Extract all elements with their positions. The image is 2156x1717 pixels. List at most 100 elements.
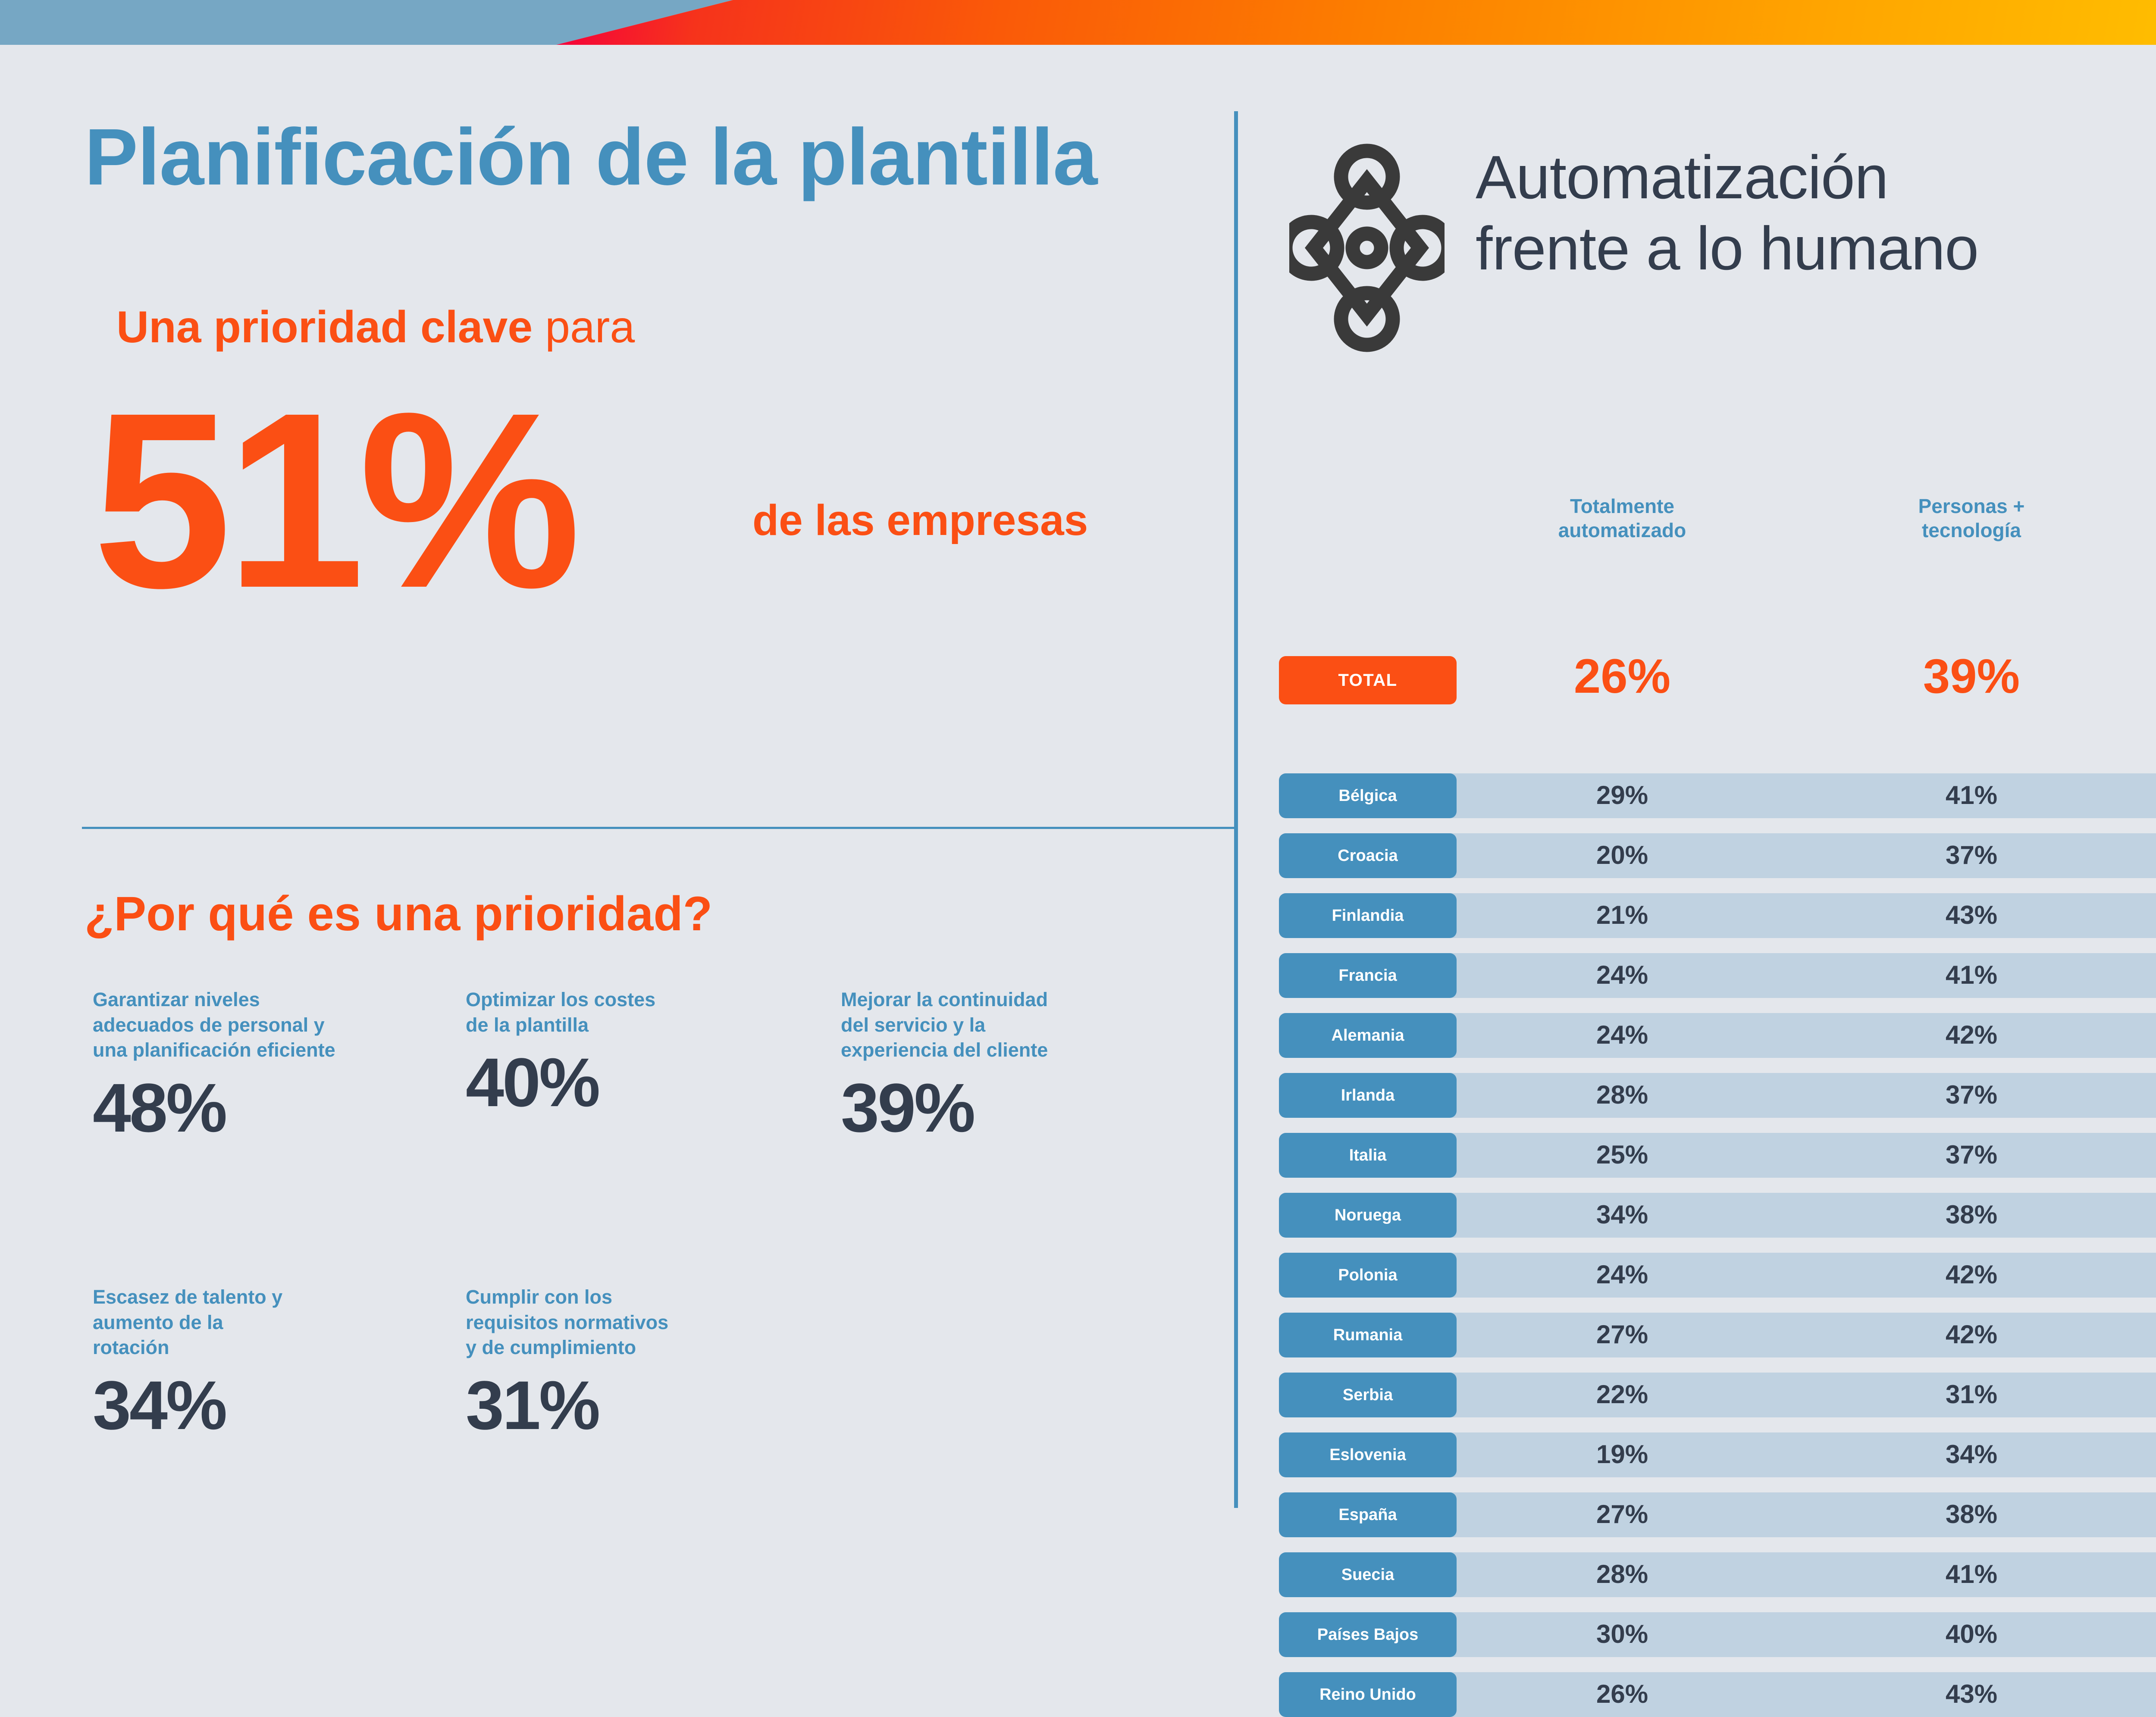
- country-label-badge[interactable]: Irlanda: [1279, 1073, 1457, 1118]
- country-label-badge[interactable]: Bélgica: [1279, 773, 1457, 818]
- table-row[interactable]: Irlanda 28% 37% 35%: [1234, 1073, 2156, 1118]
- table-row[interactable]: Eslovenia 19% 34% 48%: [1234, 1432, 2156, 1477]
- country-label-badge[interactable]: Reino Unido: [1279, 1672, 1457, 1717]
- country-label-badge[interactable]: Italia: [1279, 1133, 1457, 1178]
- total-value-fully-human: 35%: [2127, 648, 2156, 704]
- priority-line: Una prioridad clave para: [116, 302, 635, 353]
- table-row-stripe: [1338, 1432, 2156, 1477]
- column-header-fully-automated: Totalmente automatizado: [1558, 495, 1686, 542]
- column-header-people-plus-tech: Personas + tecnología: [1918, 495, 2025, 542]
- table-row[interactable]: Francia 24% 41% 35%: [1234, 953, 2156, 998]
- reason-card: Garantizar niveles adecuados de personal…: [93, 987, 433, 1142]
- table-row[interactable]: Italia 25% 37% 38%: [1234, 1133, 2156, 1178]
- priority-rest-text: para: [533, 302, 635, 352]
- reason-card: Cumplir con los requisitos normativos y …: [466, 1285, 806, 1440]
- table-cell: 21%: [1596, 901, 1648, 929]
- table-row[interactable]: Finlandia 21% 43% 36%: [1234, 893, 2156, 938]
- table-cell: 38%: [1945, 1500, 1998, 1529]
- table-cell: 20%: [1596, 841, 1648, 869]
- priority-strong-text: Una prioridad clave: [116, 302, 533, 352]
- table-cell: 30%: [2127, 1619, 2156, 1649]
- table-cell: 37%: [1945, 1080, 1998, 1109]
- table-row[interactable]: Noruega 34% 38% 29%: [1234, 1193, 2156, 1238]
- table-cell: 28%: [1596, 1560, 1648, 1589]
- table-row[interactable]: Rumania 27% 42% 31%: [1234, 1313, 2156, 1357]
- table-row[interactable]: Países Bajos 30% 40% 30%: [1234, 1612, 2156, 1657]
- table-cell: 24%: [1596, 1020, 1648, 1049]
- reason-label: Mejorar la continuidad del servicio y la…: [841, 988, 1048, 1061]
- table-cell: 25%: [1596, 1140, 1648, 1169]
- table-cell: 34%: [2127, 1260, 2156, 1289]
- reason-label: Optimizar los costes de la plantilla: [466, 988, 656, 1036]
- country-label-badge[interactable]: España: [1279, 1492, 1457, 1537]
- country-label-badge[interactable]: Países Bajos: [1279, 1612, 1457, 1657]
- table-cell: 34%: [1945, 1440, 1998, 1469]
- country-label-badge[interactable]: Alemania: [1279, 1013, 1457, 1058]
- table-cell: 35%: [2127, 1080, 2156, 1110]
- country-label-badge[interactable]: Croacia: [1279, 833, 1457, 878]
- table-row-stripe: [1338, 1133, 2156, 1178]
- table-row[interactable]: España 27% 38% 35%: [1234, 1492, 2156, 1537]
- reason-label: Garantizar niveles adecuados de personal…: [93, 988, 335, 1061]
- country-label-badge[interactable]: Rumania: [1279, 1313, 1457, 1357]
- reason-card: Optimizar los costes de la plantilla 40%: [466, 987, 806, 1117]
- table-row[interactable]: Suecia 28% 41% 30%: [1234, 1552, 2156, 1597]
- automation-heading: Automatización frente a lo humano: [1476, 143, 1979, 283]
- table-row-stripe: [1338, 953, 2156, 998]
- table-cell: 37%: [1945, 1140, 1998, 1169]
- total-value-fully-automated: 26%: [1573, 649, 1671, 703]
- table-row[interactable]: Alemania 24% 42% 33%: [1234, 1013, 2156, 1058]
- country-label-badge[interactable]: Noruega: [1279, 1193, 1457, 1238]
- reason-card: Mejorar la continuidad del servicio y la…: [841, 987, 1181, 1142]
- banner-gradient-wedge: [556, 0, 2156, 45]
- table-cell: 29%: [1596, 781, 1648, 810]
- table-cell: 24%: [1596, 1260, 1648, 1289]
- reason-value: 40%: [466, 1044, 600, 1121]
- country-label-badge[interactable]: Finlandia: [1279, 893, 1457, 938]
- table-cell: 38%: [1945, 1200, 1998, 1229]
- table-row-stripe: [1338, 833, 2156, 878]
- table-row-stripe: [1338, 1193, 2156, 1238]
- table-cell: 41%: [1945, 1560, 1998, 1589]
- table-row[interactable]: Polonia 24% 42% 34%: [1234, 1253, 2156, 1298]
- table-cell: 29%: [2127, 1200, 2156, 1229]
- table-row[interactable]: Croacia 20% 37% 42%: [1234, 833, 2156, 878]
- table-cell: 27%: [1596, 1320, 1648, 1349]
- column-header-fully-human: Completamente humano: [2122, 494, 2156, 542]
- headline-statistic: 51%: [93, 360, 581, 640]
- country-label-badge[interactable]: Francia: [1279, 953, 1457, 998]
- table-cell: 41%: [1945, 781, 1998, 810]
- table-cell: 31%: [2127, 1679, 2156, 1709]
- table-row[interactable]: Bélgica 29% 41% 30%: [1234, 773, 2156, 818]
- table-row-stripe: [1338, 1013, 2156, 1058]
- right-panel: Automatización frente a lo humano Totalm…: [1234, 0, 2156, 1717]
- reason-value: 48%: [93, 1069, 227, 1146]
- country-label-badge[interactable]: Eslovenia: [1279, 1432, 1457, 1477]
- table-cell: 38%: [2127, 1140, 2156, 1170]
- top-banner: [0, 0, 2156, 45]
- table-cell: 27%: [1596, 1500, 1648, 1529]
- table-cell: 30%: [1596, 1620, 1648, 1648]
- table-row[interactable]: Reino Unido 26% 43% 31%: [1234, 1672, 2156, 1717]
- left-panel-horizontal-divider: [82, 827, 1238, 829]
- page-title: Planificación de la plantilla: [85, 113, 1097, 202]
- reason-label: Escasez de talento y aumento de la rotac…: [93, 1286, 283, 1358]
- headline-statistic-suffix: de las empresas: [752, 496, 1088, 544]
- table-cell: 26%: [1596, 1679, 1648, 1708]
- table-cell: 36%: [2127, 900, 2156, 930]
- table-row-stripe: [1338, 1552, 2156, 1597]
- table-cell: 31%: [2127, 1320, 2156, 1349]
- table-cell: 22%: [1596, 1380, 1648, 1409]
- table-cell: 43%: [1945, 1679, 1998, 1708]
- country-label-badge[interactable]: Polonia: [1279, 1253, 1457, 1298]
- country-label-badge[interactable]: Serbia: [1279, 1373, 1457, 1417]
- reason-card: Escasez de talento y aumento de la rotac…: [93, 1285, 433, 1440]
- table-cell: 42%: [1945, 1320, 1998, 1349]
- table-cell: 48%: [2127, 1439, 2156, 1469]
- table-row[interactable]: Serbia 22% 31% 46%: [1234, 1373, 2156, 1417]
- country-label-badge[interactable]: Suecia: [1279, 1552, 1457, 1597]
- table-cell: 30%: [2127, 1559, 2156, 1589]
- table-cell: 28%: [1596, 1080, 1648, 1109]
- reason-label: Cumplir con los requisitos normativos y …: [466, 1286, 669, 1358]
- reason-value: 34%: [93, 1366, 227, 1444]
